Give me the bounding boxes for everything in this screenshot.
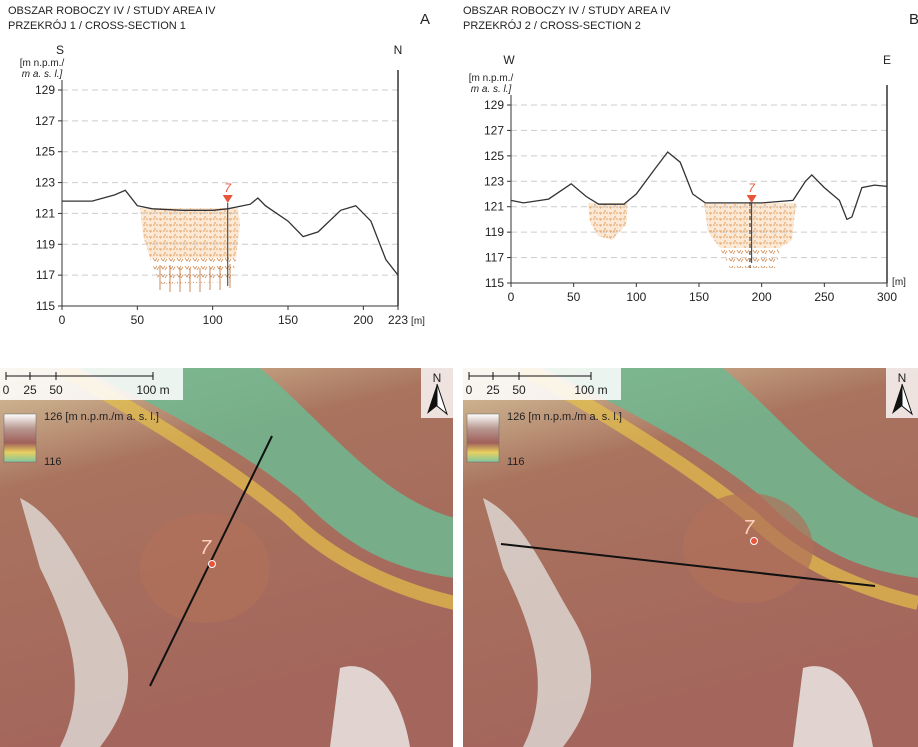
direction-label: W [503, 53, 515, 67]
north-label: N [898, 371, 907, 385]
point-label: 7 [200, 537, 212, 559]
map: 7 0 25 50 100 m 126 [m n.p.m./m a. s. l.] 116 N [0, 368, 453, 747]
x-tick-label: 0 [508, 290, 515, 304]
x-tick-label: 100 [626, 290, 646, 304]
x-tick-label: 300 [877, 290, 897, 304]
x-tick-label: 223 [388, 313, 408, 327]
scale-label: 50 [512, 383, 526, 397]
y-tick-label: 129 [35, 83, 55, 97]
y-tick-label: 125 [35, 145, 55, 159]
y-tick-label: 127 [484, 123, 504, 137]
direction-label: S [56, 43, 64, 57]
y-tick-label: 117 [36, 268, 55, 282]
y-tick-label: 115 [485, 276, 504, 290]
marker-label: 7 [748, 181, 756, 195]
marker [223, 195, 233, 203]
legend-max: 126 [m n.p.m./m a. s. l.] [44, 411, 159, 423]
x-tick-label: 150 [689, 290, 709, 304]
x-tick-label: 50 [131, 313, 145, 327]
map: 7 0 25 50 100 m 126 [m n.p.m./m a. s. l.] 116 N [463, 368, 918, 747]
point [209, 561, 216, 568]
legend-min: 116 [507, 456, 525, 468]
profiles: OBSZAR ROBOCZY IV / STUDY AREA IV PRZEKRÓ… [0, 0, 918, 340]
y-tick-label: 117 [485, 251, 504, 265]
y-tick-label: 125 [484, 149, 504, 163]
y-tick-label: 121 [484, 200, 504, 214]
panel-letter: B [909, 11, 918, 28]
scale-label: 25 [486, 383, 500, 397]
y-tick-label: 123 [484, 174, 504, 188]
scale-label: 0 [3, 383, 10, 397]
y-tick-label: 129 [484, 98, 504, 112]
title: OBSZAR ROBOCZY IV / STUDY AREA IV [463, 5, 671, 17]
scale-label: 50 [49, 383, 63, 397]
x-tick-label: 150 [278, 313, 298, 327]
x-tick-label: 50 [567, 290, 581, 304]
legend-ramp [467, 414, 499, 462]
y-tick-label: 115 [36, 299, 55, 313]
y-tick-label: 119 [36, 237, 55, 251]
y-axis-label: m a. s. l.] [471, 84, 512, 95]
legend-min: 116 [44, 456, 62, 468]
pit-fill [140, 195, 796, 292]
x-axis-label: [m] [892, 277, 906, 288]
subtitle: PRZEKRÓJ 2 / CROSS-SECTION 2 [463, 19, 641, 32]
subtitle: PRZEKRÓJ 1 / CROSS-SECTION 1 [8, 19, 186, 32]
profile-line [511, 152, 887, 219]
scale-label: 25 [23, 383, 37, 397]
title: OBSZAR ROBOCZY IV / STUDY AREA IV [8, 5, 216, 17]
page: {"chart_data": [ {"type": "line", "panel… [0, 0, 918, 747]
marker [747, 195, 757, 203]
direction-label: E [883, 53, 891, 67]
y-axis-label: [m n.p.m./ [469, 73, 514, 84]
scale-label: 100 m [136, 383, 169, 397]
scale-label: 100 m [574, 383, 607, 397]
north-label: N [433, 371, 442, 385]
x-tick-label: 100 [203, 313, 223, 327]
y-tick-label: 127 [35, 114, 55, 128]
direction-label: N [394, 43, 403, 57]
point-label: 7 [743, 517, 755, 539]
y-tick-label: 121 [35, 206, 55, 220]
y-axis-label: [m n.p.m./ [20, 58, 65, 69]
scale-label: 0 [466, 383, 473, 397]
marker-label: 7 [224, 181, 232, 195]
x-tick-label: 200 [353, 313, 373, 327]
y-axis-label: m a. s. l.] [22, 69, 63, 80]
x-tick-label: 250 [814, 290, 834, 304]
x-tick-label: 0 [59, 313, 66, 327]
y-tick-label: 123 [35, 176, 55, 190]
pit [683, 493, 813, 603]
x-axis-label: [m] [411, 316, 425, 327]
pit [140, 513, 270, 623]
panel-letter: A [420, 11, 430, 28]
x-tick-label: 200 [752, 290, 772, 304]
legend-ramp [4, 414, 36, 462]
y-tick-label: 119 [485, 225, 504, 239]
legend-max: 126 [m n.p.m./m a. s. l.] [507, 411, 622, 423]
